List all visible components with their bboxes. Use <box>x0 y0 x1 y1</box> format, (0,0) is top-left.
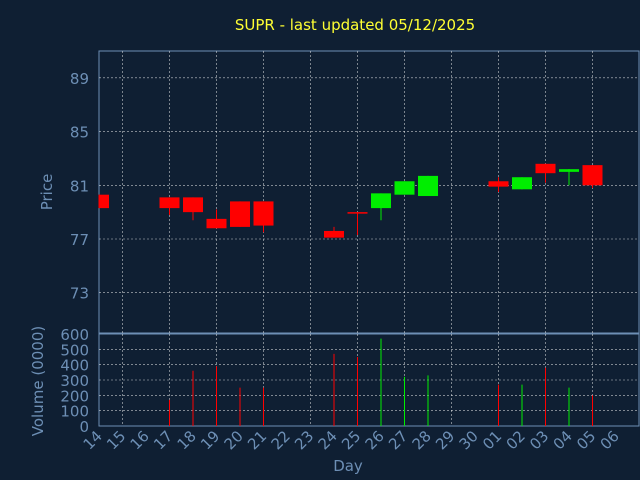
candle-body <box>183 197 203 213</box>
price-grid <box>99 51 639 333</box>
candle-body <box>535 163 556 174</box>
x-tick-label: 19 <box>197 427 223 453</box>
x-tick-label: 02 <box>503 427 529 453</box>
candle-body <box>418 175 438 197</box>
price-tick-label: 73 <box>70 285 89 303</box>
price-panel: 73 77 81 85 89 <box>70 50 640 334</box>
x-tick-label: 22 <box>268 427 294 453</box>
candle-body <box>512 177 532 190</box>
x-tick-label: 05 <box>573 427 599 453</box>
volume-tick-label: 500 <box>60 341 89 359</box>
candle-body <box>159 197 180 209</box>
x-tick-label: 17 <box>150 427 176 453</box>
candle-body <box>324 230 344 238</box>
volume-grid <box>99 334 639 426</box>
x-tick-label: 16 <box>127 427 153 453</box>
x-tick-label: 04 <box>550 427 576 453</box>
candle-body <box>230 201 250 227</box>
candle-body <box>347 212 368 214</box>
candle-body <box>559 169 579 172</box>
volume-tick-label: 600 <box>60 326 89 344</box>
price-tick-label: 85 <box>70 124 89 142</box>
price-plot-frame <box>98 50 640 334</box>
candle-body <box>582 165 603 186</box>
x-tick-label: 20 <box>221 427 247 453</box>
x-tick-label: 25 <box>338 427 364 453</box>
volume-tick-label: 100 <box>60 403 89 421</box>
x-tick-label: 28 <box>409 427 435 453</box>
x-tick-label: 27 <box>385 427 411 453</box>
candle-body <box>371 193 391 209</box>
x-axis-label: Day <box>333 457 363 475</box>
chart-title: SUPR - last updated 05/12/2025 <box>235 16 475 34</box>
candle-body <box>394 181 415 195</box>
volume-bars <box>169 338 593 426</box>
candle-body <box>253 201 274 226</box>
candle-body <box>488 181 509 187</box>
x-tick-label: 26 <box>362 427 388 453</box>
volume-tick-label: 400 <box>60 357 89 375</box>
candle-body <box>99 194 109 209</box>
x-tick-label: 01 <box>479 427 505 453</box>
volume-axis-label: Volume (0000) <box>29 326 47 436</box>
x-tick-label: 30 <box>456 427 482 453</box>
price-tick-label: 89 <box>70 70 89 88</box>
candle-body <box>206 218 227 229</box>
volume-tick-label: 300 <box>60 372 89 390</box>
x-tick-label: 06 <box>597 427 623 453</box>
x-tick-label: 15 <box>103 427 129 453</box>
x-axis-ticks: 1415161718192021222324252627282930010203… <box>80 427 623 453</box>
x-tick-label: 03 <box>526 427 552 453</box>
x-tick-label: 18 <box>174 427 200 453</box>
x-tick-label: 29 <box>432 427 458 453</box>
price-tick-label: 77 <box>70 231 89 249</box>
price-tick-label: 81 <box>70 177 89 195</box>
volume-tick-label: 0 <box>79 418 89 436</box>
x-tick-label: 24 <box>315 427 341 453</box>
x-tick-label: 21 <box>244 427 270 453</box>
x-tick-label: 23 <box>291 427 317 453</box>
candles <box>98 163 603 238</box>
price-y-ticks: 73 77 81 85 89 <box>70 70 89 303</box>
price-axis-label: Price <box>38 174 56 211</box>
volume-tick-label: 200 <box>60 387 89 405</box>
